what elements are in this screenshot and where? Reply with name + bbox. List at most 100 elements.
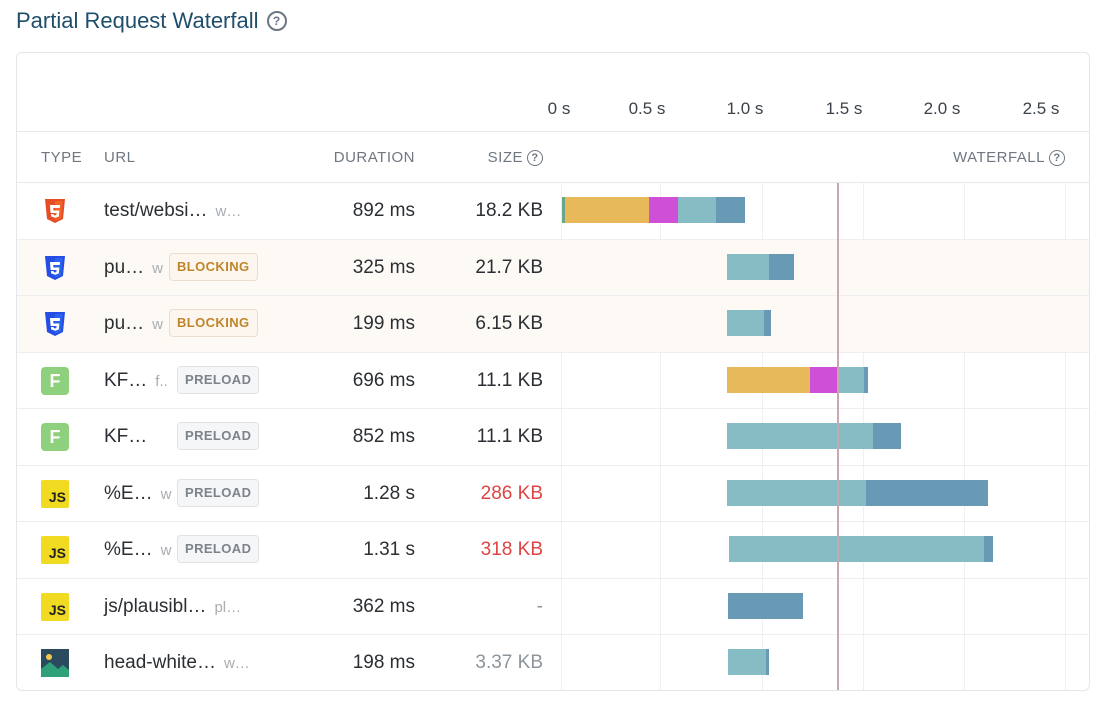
header-waterfall-label: WATERFALL <box>952 149 1045 166</box>
time-axis: 0 s 0.5 s 1.0 s 1.5 s 2.0 s 2.5 s <box>17 53 1089 131</box>
waterfall-segment-ssl <box>810 366 838 393</box>
tick-label: 2.0 s <box>923 99 961 118</box>
duration-value: 892 ms <box>352 200 415 221</box>
duration-value: 362 ms <box>352 595 415 617</box>
page-title: Partial Request Waterfall ? <box>16 8 287 34</box>
js-icon: JS <box>41 592 69 621</box>
font-icon: F <box>41 423 69 451</box>
waterfall-segment-download <box>729 536 984 562</box>
js-icon: JS <box>41 479 69 508</box>
table-row[interactable]: JS %E… w PRELOAD 1.28 s 286 KB <box>17 466 1089 522</box>
url-path[interactable]: test/websi… <box>104 200 208 221</box>
waterfall-segment-ssl <box>649 197 678 223</box>
waterfall-segment-body <box>864 366 868 393</box>
waterfall-segment-body <box>873 423 901 449</box>
header-duration[interactable]: DURATION <box>333 149 415 166</box>
image-icon <box>41 649 69 677</box>
waterfall-segment-body <box>728 592 803 619</box>
size-value: 3.37 KB <box>475 652 543 673</box>
waterfall-segment-wait <box>727 366 810 393</box>
preload-badge: PRELOAD <box>177 422 260 450</box>
size-value: 11.1 KB <box>476 426 543 447</box>
html5-icon <box>41 197 69 225</box>
blocking-badge: BLOCKING <box>169 252 258 281</box>
waterfall-segment-body <box>866 479 988 506</box>
url-domain: w <box>152 316 163 333</box>
size-value: 21.7 KB <box>475 256 543 278</box>
preload-badge: PRELOAD <box>177 365 260 394</box>
blocking-badge: BLOCKING <box>169 309 258 337</box>
url-path[interactable]: pu… <box>104 256 145 278</box>
url-domain: f.. <box>155 372 168 390</box>
tick-label: 0.5 s <box>628 99 666 118</box>
tick-label: 0 s <box>547 99 571 118</box>
url-path[interactable]: %E… <box>104 482 153 504</box>
header-size[interactable]: SIZE ? <box>488 149 543 166</box>
duration-value: 696 ms <box>352 369 415 391</box>
waterfall-card: 0 s 0.5 s 1.0 s 1.5 s 2.0 s 2.5 s TYPE U… <box>16 52 1090 691</box>
grid-line <box>1065 183 1066 690</box>
url-domain: w <box>160 542 172 559</box>
url-path[interactable]: %E… <box>104 539 153 560</box>
waterfall-segment-body <box>764 310 771 336</box>
waterfall-segment-download <box>727 423 873 449</box>
header-type[interactable]: TYPE <box>41 149 83 166</box>
size-value: - <box>536 595 543 617</box>
table-row[interactable]: JS %E… w PRELOAD 1.31 s 318 KB <box>17 522 1089 579</box>
duration-value: 1.28 s <box>363 482 415 504</box>
table-row[interactable]: head-white… w… 198 ms 3.37 KB <box>17 635 1089 690</box>
size-value: 286 KB <box>480 482 543 504</box>
waterfall-segment-download <box>728 649 766 675</box>
js-icon: JS <box>41 536 69 564</box>
tick-label: 1.0 s <box>726 99 764 118</box>
url-path[interactable]: KF… <box>104 426 148 447</box>
waterfall-segment-body <box>716 197 745 223</box>
size-value: 11.1 KB <box>476 369 543 391</box>
waterfall-segment-download <box>678 197 716 223</box>
waterfall-segment-wait <box>565 197 649 223</box>
preload-badge: PRELOAD <box>177 535 260 563</box>
css3-icon <box>41 254 69 282</box>
url-domain: w… <box>215 203 242 220</box>
waterfall-segment-connect <box>562 197 565 223</box>
table-row[interactable]: pu… w BLOCKING 199 ms 6.15 KB <box>17 296 1089 353</box>
waterfall-segment-download <box>727 253 769 280</box>
table-row[interactable]: F KF… PRELOAD 852 ms 11.1 KB <box>17 409 1089 466</box>
url-path[interactable]: js/plausibl… <box>104 595 207 617</box>
table-row[interactable]: F KF… f.. PRELOAD 696 ms 11.1 KB <box>17 353 1089 409</box>
waterfall-help-icon[interactable]: ? <box>1049 149 1065 166</box>
table-row[interactable]: pu… w BLOCKING 325 ms 21.7 KB <box>17 239 1089 296</box>
duration-value: 1.31 s <box>363 539 415 560</box>
duration-value: 199 ms <box>352 313 415 334</box>
tick-label: 2.5 s <box>1022 99 1060 118</box>
table-row[interactable]: test/websi… w… 892 ms 18.2 KB <box>17 183 1089 240</box>
duration-value: 325 ms <box>352 256 415 278</box>
waterfall-segment-download <box>727 310 764 336</box>
duration-value: 198 ms <box>352 652 415 673</box>
table-header: TYPE URL DURATION SIZE ? WATERFALL ? <box>17 131 1089 183</box>
table-row[interactable]: JS js/plausibl… pl… 362 ms - <box>17 579 1089 635</box>
waterfall-segment-body <box>769 253 794 280</box>
url-domain: w <box>152 259 163 277</box>
size-help-icon[interactable]: ? <box>527 149 543 166</box>
grid-line <box>964 183 965 690</box>
waterfall-segment-body <box>766 649 769 675</box>
url-domain: w <box>160 485 172 503</box>
header-waterfall[interactable]: WATERFALL ? <box>953 149 1065 166</box>
tick-label: 1.5 s <box>825 99 863 118</box>
help-icon[interactable]: ? <box>266 11 287 31</box>
header-url[interactable]: URL <box>104 149 136 166</box>
waterfall-segment-download <box>727 479 866 506</box>
url-path[interactable]: head-white… <box>104 652 216 673</box>
grid-line <box>561 183 562 690</box>
title-text: Partial Request Waterfall <box>16 8 259 33</box>
grid-line <box>660 183 661 690</box>
size-value: 18.2 KB <box>475 200 543 221</box>
url-path[interactable]: pu… <box>104 313 145 334</box>
load-event-marker <box>837 183 839 690</box>
preload-badge: PRELOAD <box>177 478 260 507</box>
font-icon: F <box>41 366 69 395</box>
url-path[interactable]: KF… <box>104 369 148 391</box>
header-size-label: SIZE <box>487 149 523 166</box>
css3-icon <box>41 310 69 338</box>
